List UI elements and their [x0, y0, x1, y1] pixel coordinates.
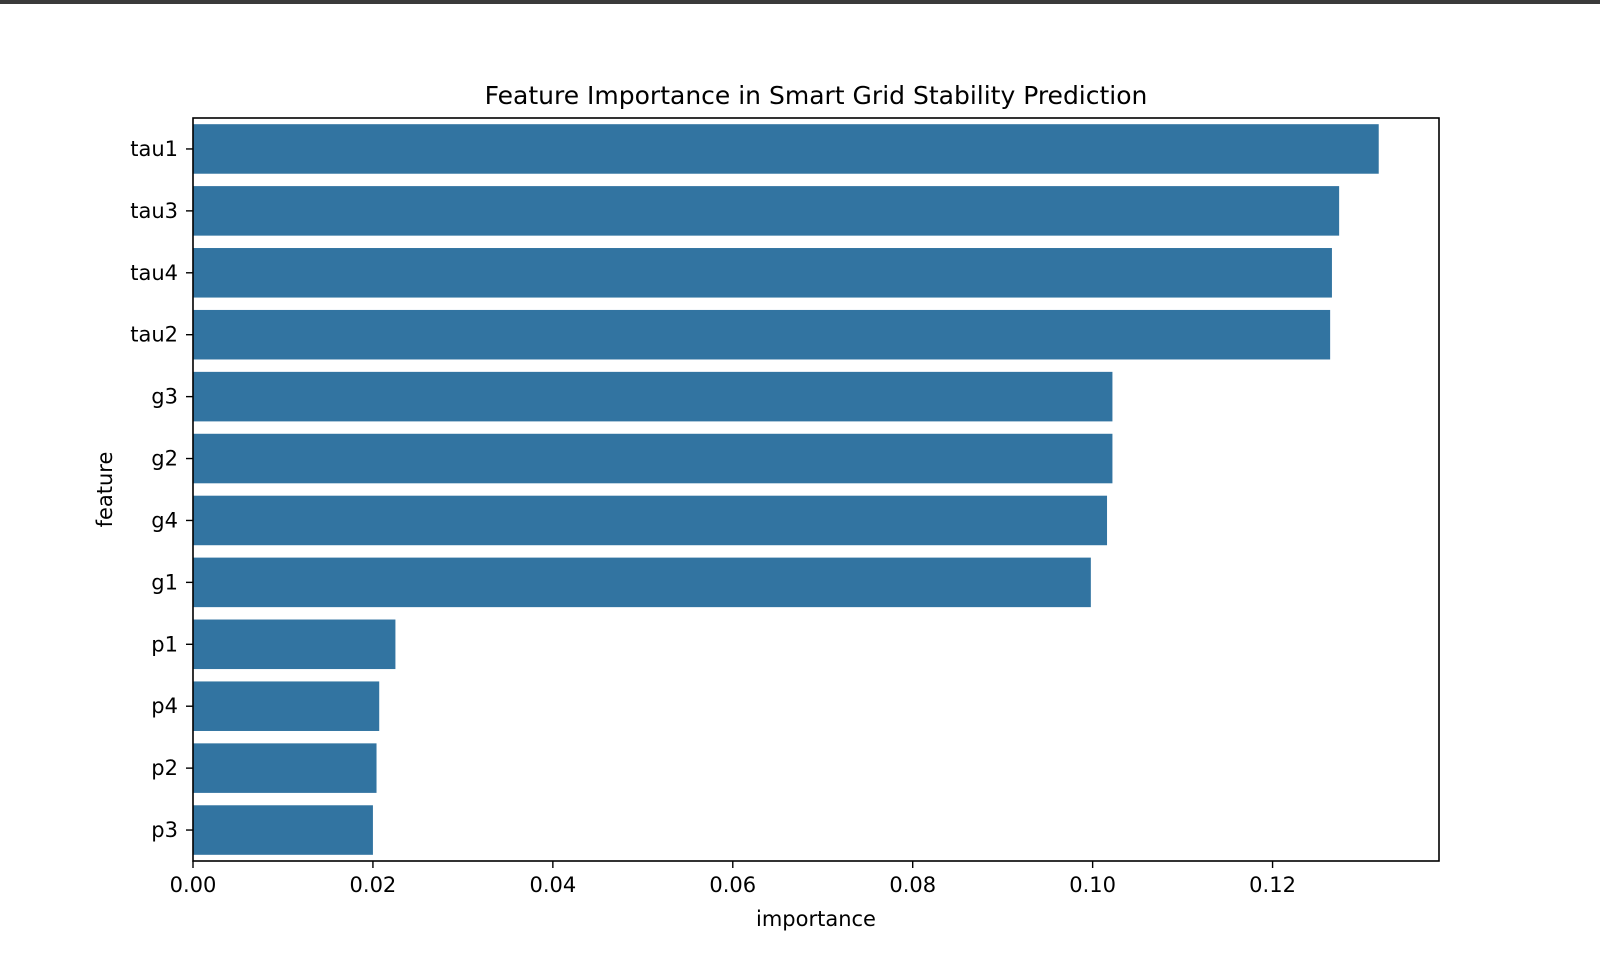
- bar-p1: [193, 619, 396, 670]
- bar-g2: [193, 433, 1113, 484]
- window-top-border: [0, 0, 1600, 4]
- y-tick-label: g4: [151, 508, 178, 532]
- bar-tau3: [193, 186, 1340, 236]
- x-tick-label: 0.04: [529, 873, 576, 897]
- x-tick-label: 0.00: [170, 873, 217, 897]
- bar-g3: [193, 371, 1113, 422]
- bar-p2: [193, 743, 377, 793]
- x-tick-label: 0.06: [709, 873, 756, 897]
- x-axis-label: importance: [756, 907, 876, 931]
- plot-frame: [192, 117, 1440, 862]
- x-tick-label: 0.12: [1249, 873, 1296, 897]
- x-tick-label: 0.02: [350, 873, 397, 897]
- y-tick-label: g1: [151, 570, 178, 594]
- bar-tau4: [193, 248, 1332, 298]
- bar-g1: [193, 557, 1091, 608]
- bar-tau1: [193, 124, 1379, 174]
- y-tick-label: p3: [151, 818, 178, 842]
- y-tick-label: g3: [151, 385, 178, 409]
- y-tick-label: tau2: [130, 323, 178, 347]
- y-tick-label: p1: [151, 632, 178, 656]
- y-tick-label: tau3: [130, 199, 178, 223]
- y-tick-label: tau4: [130, 261, 178, 285]
- bar-p4: [193, 681, 380, 731]
- y-axis-label: feature: [93, 452, 117, 528]
- bar-tau2: [193, 309, 1331, 360]
- bar-p3: [193, 805, 373, 855]
- x-tick-label: 0.08: [889, 873, 936, 897]
- chart-title: Feature Importance in Smart Grid Stabili…: [485, 81, 1148, 110]
- bars-group: [193, 124, 1379, 855]
- bar-g4: [193, 495, 1108, 546]
- y-tick-label: p2: [151, 756, 178, 780]
- x-tick-label: 0.10: [1069, 873, 1116, 897]
- x-axis-ticks: 0.00 0.02 0.04 0.06 0.08 0.10 0.12: [170, 861, 1296, 897]
- y-axis-ticks: tau1 tau3 tau4 tau2 g3 g2 g4 g1 p1 p4 p2 p3: [130, 137, 193, 842]
- y-tick-label: tau1: [130, 137, 178, 161]
- y-tick-label: p4: [151, 694, 178, 718]
- y-tick-label: g2: [151, 447, 178, 471]
